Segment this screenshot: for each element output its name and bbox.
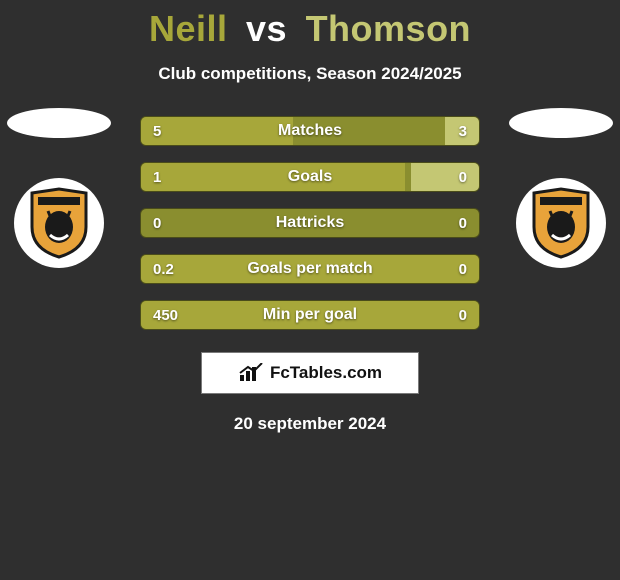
branding-text: FcTables.com <box>270 363 382 383</box>
stat-row: Min per goal450 0 <box>140 300 480 330</box>
player2-name: Thomson <box>306 8 471 49</box>
stat-label: Goals <box>141 163 479 191</box>
branding-box: FcTables.com <box>201 352 419 394</box>
stat-row: Matches5 3 <box>140 116 480 146</box>
stat-left-value: 450 <box>153 301 178 329</box>
stat-right-value: 3 <box>459 117 467 145</box>
stat-label: Goals per match <box>141 255 479 283</box>
date-text: 20 september 2024 <box>0 414 620 434</box>
player1-name: Neill <box>149 8 228 49</box>
stat-left-value: 1 <box>153 163 161 191</box>
stat-label: Min per goal <box>141 301 479 329</box>
player1-club-badge <box>14 178 104 268</box>
vs-text: vs <box>246 8 287 49</box>
stat-right-value: 0 <box>459 209 467 237</box>
stat-bars: Matches53Goals10Hattricks00Goals per mat… <box>140 116 480 330</box>
stat-row: Goals1 0 <box>140 162 480 192</box>
stat-left-value: 5 <box>153 117 161 145</box>
player1-photo-placeholder <box>7 108 111 138</box>
stat-row: Goals per match0.2 0 <box>140 254 480 284</box>
fctables-logo-icon <box>238 363 264 383</box>
stat-label: Matches <box>141 117 479 145</box>
stat-left-value: 0 <box>153 209 161 237</box>
player2-photo-placeholder <box>509 108 613 138</box>
stat-label: Hattricks <box>141 209 479 237</box>
comparison-panel: Matches53Goals10Hattricks00Goals per mat… <box>0 116 620 330</box>
stat-right-value: 0 <box>459 301 467 329</box>
player2-club-badge <box>516 178 606 268</box>
club-crest-icon <box>530 187 592 259</box>
player1-side <box>4 108 114 268</box>
club-crest-icon <box>28 187 90 259</box>
root: Neill vs Thomson Club competitions, Seas… <box>0 0 620 434</box>
page-title: Neill vs Thomson <box>0 8 620 50</box>
stat-right-value: 0 <box>459 255 467 283</box>
subtitle: Club competitions, Season 2024/2025 <box>0 64 620 84</box>
player2-side <box>506 108 616 268</box>
stat-left-value: 0.2 <box>153 255 174 283</box>
stat-right-value: 0 <box>459 163 467 191</box>
stat-row: Hattricks0 0 <box>140 208 480 238</box>
